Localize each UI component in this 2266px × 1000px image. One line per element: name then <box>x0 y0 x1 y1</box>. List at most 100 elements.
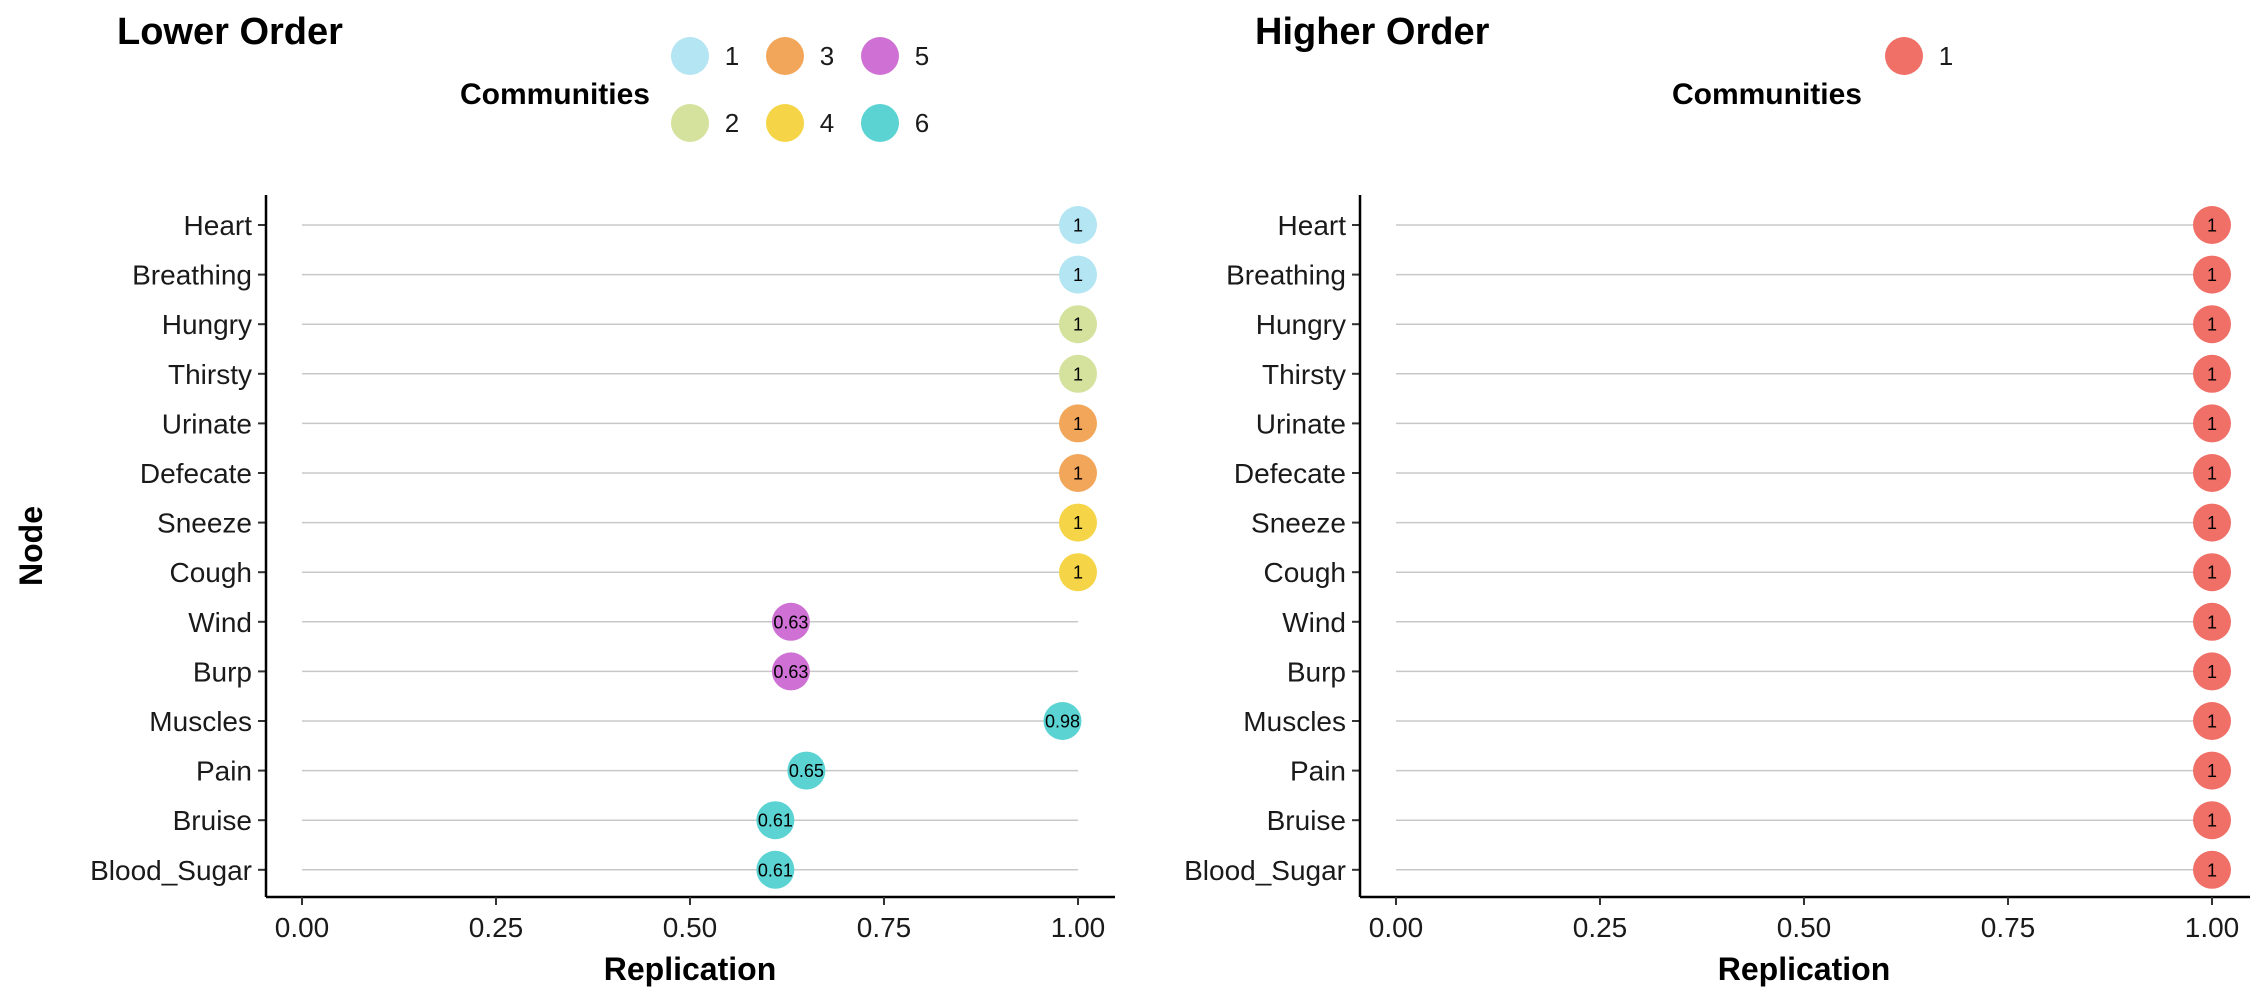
legend-label: 2 <box>725 108 739 138</box>
data-point <box>756 850 795 889</box>
legend-swatch <box>766 104 804 142</box>
data-label: 1 <box>2207 761 2217 781</box>
y-tick-label: Breathing <box>132 260 252 291</box>
data-label: 1 <box>2207 265 2217 285</box>
data-point <box>1059 553 1097 592</box>
data-label: 1 <box>1073 513 1083 533</box>
y-axis-title: Node <box>13 506 49 586</box>
data-label: 1 <box>2207 315 2217 335</box>
y-tick-label: Defecate <box>1234 458 1346 489</box>
x-axis-title: Replication <box>1718 951 1890 987</box>
data-label: 1 <box>2207 364 2217 384</box>
data-point <box>2193 454 2231 492</box>
x-tick-label: 0.50 <box>663 912 718 943</box>
data-label: 1 <box>2207 662 2217 682</box>
y-tick-label: Urinate <box>162 408 252 439</box>
y-tick-label: Heart <box>1278 210 1347 241</box>
y-tick-label: Burp <box>1287 656 1346 687</box>
legend-swatch <box>1885 37 1923 75</box>
data-label: 1 <box>1073 563 1083 583</box>
y-tick-label: Defecate <box>140 458 252 489</box>
data-point <box>2193 751 2231 790</box>
x-tick-label: 0.25 <box>1573 912 1628 943</box>
legend-label: 1 <box>1939 41 1953 71</box>
data-label: 0.63 <box>773 612 808 632</box>
panel-higher-order: Higher Order Communities 1 Heart Breathing Hu… <box>1184 11 2250 987</box>
y-tick-label: Burp <box>193 656 252 687</box>
data-label: 0.63 <box>773 662 808 682</box>
y-tick-label: Hungry <box>162 309 252 340</box>
data-label: 1 <box>2207 612 2217 632</box>
legend-label: 5 <box>915 41 929 71</box>
data-point <box>2193 305 2231 344</box>
y-tick-label: Sneeze <box>157 508 252 539</box>
data-point <box>2193 702 2231 740</box>
data-point <box>771 652 810 691</box>
data-point <box>1059 206 1097 244</box>
data-label: 0.65 <box>789 761 824 781</box>
y-tick-label: Breathing <box>1226 260 1346 291</box>
data-point <box>1059 503 1097 542</box>
data-label: 0.98 <box>1045 712 1080 732</box>
legend-swatch <box>861 104 899 142</box>
legend-swatch <box>861 37 899 75</box>
y-tick-label: Pain <box>196 756 252 787</box>
data-point <box>2193 652 2231 691</box>
data-label: 1 <box>2207 464 2217 484</box>
data-point <box>2193 602 2231 641</box>
legend-label: 6 <box>915 108 929 138</box>
data-label: 1 <box>2207 563 2217 583</box>
x-tick-label: 1.00 <box>1051 912 1106 943</box>
data-point <box>2193 850 2231 889</box>
x-tick-label: 1.00 <box>2185 912 2240 943</box>
data-point <box>2193 553 2231 592</box>
chart-title: Lower Order <box>117 11 343 53</box>
data-label: 1 <box>1073 265 1083 285</box>
x-tick-label: 0.00 <box>275 912 330 943</box>
y-tick-label: Urinate <box>1256 408 1346 439</box>
data-label: 1 <box>1073 414 1083 434</box>
legend: Communities 1 <box>1672 37 1953 111</box>
data-point <box>2193 354 2231 393</box>
y-tick-label: Wind <box>188 607 252 638</box>
data-point <box>2193 255 2231 294</box>
data-point <box>1059 255 1097 294</box>
legend-swatch <box>671 104 709 142</box>
y-tick-label: Pain <box>1290 756 1346 787</box>
data-label: 1 <box>2207 414 2217 434</box>
y-tick-label: Muscles <box>1243 706 1346 737</box>
y-tick-label: Hungry <box>1256 309 1346 340</box>
data-point <box>771 602 810 641</box>
x-tick-label: 0.50 <box>1777 912 1832 943</box>
data-point <box>1059 404 1097 443</box>
y-tick-label: Thirsty <box>168 359 252 390</box>
legend-label: 3 <box>820 41 834 71</box>
y-tick-label: Blood_Sugar <box>1184 855 1346 886</box>
data-label: 1 <box>1073 364 1083 384</box>
panel-lower-order: Lower Order Communities 1 2 3 4 5 6 Heart Breathi… <box>13 11 1115 987</box>
x-tick-label: 0.25 <box>469 912 524 943</box>
y-tick-label: Bruise <box>173 805 252 836</box>
data-point <box>1059 454 1097 492</box>
legend-title: Communities <box>1672 78 1862 111</box>
data-label: 1 <box>2207 712 2217 732</box>
legend-swatch <box>766 37 804 75</box>
y-tick-label: Cough <box>1263 557 1346 588</box>
y-tick-label: Cough <box>169 557 252 588</box>
legend-label: 4 <box>820 108 834 138</box>
y-tick-label: Muscles <box>149 706 252 737</box>
data-point <box>1059 354 1097 393</box>
data-label: 1 <box>2207 811 2217 831</box>
y-tick-label: Bruise <box>1267 805 1346 836</box>
x-tick-label: 0.00 <box>1369 912 1424 943</box>
data-label: 1 <box>1073 216 1083 236</box>
y-tick-label: Thirsty <box>1262 359 1346 390</box>
data-point <box>756 801 795 840</box>
y-tick-label: Sneeze <box>1251 508 1346 539</box>
legend-swatch <box>671 37 709 75</box>
data-point <box>2193 206 2231 244</box>
data-point <box>1059 305 1097 344</box>
data-label: 1 <box>2207 513 2217 533</box>
legend-label: 1 <box>725 41 739 71</box>
